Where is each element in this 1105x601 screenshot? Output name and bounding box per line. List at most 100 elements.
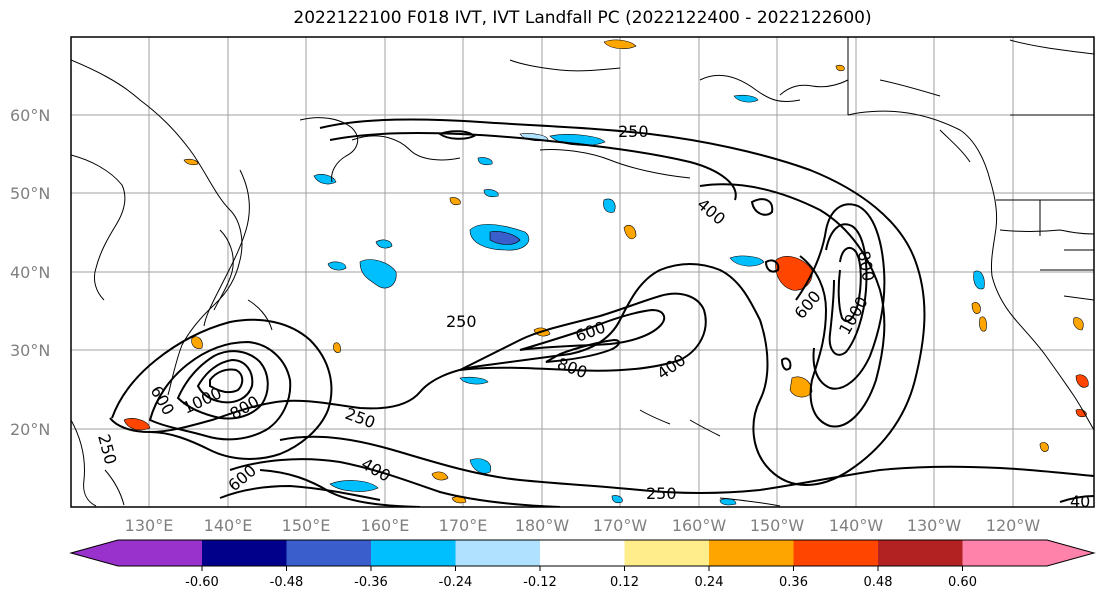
- map-frame: [70, 36, 1095, 508]
- contour-label: 250: [618, 122, 649, 141]
- contour-1000-west: [196, 358, 254, 404]
- colorbar-extend-low: [71, 540, 118, 566]
- positive-patch: [183, 158, 199, 166]
- colorbar-segment: [286, 540, 371, 566]
- negative-patch: [611, 495, 623, 504]
- negative-patch: [375, 239, 393, 249]
- negative-patch: [327, 261, 347, 271]
- lat-tick-label: 30°N: [10, 341, 50, 360]
- contour-400-east: [699, 183, 886, 428]
- positive-patch: [603, 39, 637, 49]
- lon-tick-label: 150°E: [282, 516, 331, 535]
- positive-patch: [333, 342, 341, 353]
- colorbar-tick-label: -0.60: [185, 575, 219, 590]
- contour-250-tropics: [279, 435, 1094, 494]
- contour-1000-east: [837, 246, 862, 323]
- contour-label: 40: [1070, 492, 1090, 511]
- colorbar-segment: [202, 540, 287, 566]
- positive-patch: [431, 471, 449, 481]
- lon-tick-label: 150°W: [750, 516, 805, 535]
- negative-patch: [313, 174, 337, 185]
- negative-patch: [329, 480, 379, 492]
- colorbar-tick-label: -0.48: [270, 575, 304, 590]
- colorbar-tick-label: 0.36: [779, 575, 808, 590]
- colorbar-segment: [624, 540, 709, 566]
- contour-600-southwest: [219, 484, 381, 501]
- lon-tick-label: 170°E: [439, 516, 488, 535]
- lon-tick-label: 140°E: [204, 516, 253, 535]
- colorbar-outline: [69, 539, 1096, 567]
- colorbar-tick-label: -0.36: [354, 575, 388, 590]
- negative-patch: [973, 270, 985, 290]
- lat-tick-label: 40°N: [10, 263, 50, 282]
- contour-600-west: [148, 340, 292, 441]
- negative-patch: [729, 255, 765, 267]
- colorbar-segment: [878, 540, 963, 566]
- contour-600-east: [795, 203, 886, 390]
- negative-patch: [469, 458, 492, 474]
- colorbar-tick-label: -0.24: [439, 575, 473, 590]
- positive-patch: [835, 64, 845, 72]
- contour-800-west: [176, 350, 269, 420]
- positive-patch: [1039, 442, 1049, 452]
- latitude-axis: 20°N 30°N 40°N 50°N 60°N: [10, 106, 50, 439]
- positive-patch: [971, 302, 981, 314]
- lon-tick-label: 180°W: [515, 516, 570, 535]
- positive-patch: [1073, 317, 1084, 331]
- negative-patch: [477, 157, 493, 166]
- colorbar-segment: [962, 540, 1047, 566]
- colorbar-segment: [118, 540, 202, 566]
- positive-patch: [191, 336, 203, 349]
- negative-patch: [483, 189, 499, 198]
- positive-patch: [789, 376, 813, 398]
- lat-tick-label: 60°N: [10, 106, 50, 125]
- lat-tick-label: 20°N: [10, 420, 50, 439]
- lon-tick-label: 130°W: [907, 516, 962, 535]
- contour-800-east: [825, 223, 868, 356]
- contour-small-hole: [764, 259, 780, 273]
- lon-tick-label: 130°E: [125, 516, 174, 535]
- longitude-axis: 130°E 140°E 150°E 160°E 170°E 180°W 170°…: [125, 516, 1041, 535]
- coastlines: [71, 37, 1094, 507]
- contour-400-west: [111, 318, 333, 460]
- colorbar-segment: [455, 540, 540, 566]
- negative-patch: [359, 259, 397, 289]
- lon-tick-label: 160°W: [672, 516, 727, 535]
- colorbar-segment: [709, 540, 794, 566]
- positive-patch: [623, 224, 637, 240]
- contour-250-north: [109, 118, 926, 486]
- contour-label: 250: [646, 484, 677, 503]
- anomaly-patches: [123, 39, 1089, 506]
- contour-40-edge: [1059, 495, 1094, 503]
- colorbar: -0.60 -0.48 -0.36 -0.24 -0.12 0.12 0.24 …: [69, 539, 1096, 590]
- colorbar-tick-label: 0.60: [948, 575, 977, 590]
- colorbar-ticks: [201, 566, 963, 571]
- colorbar-tick-label: 0.48: [864, 575, 893, 590]
- contour-400-south: [229, 458, 561, 507]
- positive-patch: [775, 256, 813, 291]
- contour-250-inner: [329, 132, 737, 201]
- negative-patch: [489, 231, 521, 245]
- contour-label: 250: [446, 312, 477, 331]
- colorbar-extend-high: [1047, 540, 1094, 566]
- negative-patch: [733, 94, 759, 103]
- colorbar-segment: [540, 540, 625, 566]
- contour-1000-inner: [209, 368, 244, 394]
- positive-patch: [1075, 374, 1089, 388]
- negative-patch: [603, 198, 616, 213]
- colorbar-segment: [371, 540, 456, 566]
- lon-tick-label: 160°E: [361, 516, 410, 535]
- map-title: 2022122100 F018 IVT, IVT Landfall PC (20…: [293, 8, 872, 28]
- positive-patch: [979, 316, 987, 332]
- lon-tick-label: 120°W: [986, 516, 1041, 535]
- lon-tick-label: 170°W: [593, 516, 648, 535]
- negative-patch: [459, 376, 489, 385]
- lon-tick-label: 140°W: [829, 516, 884, 535]
- colorbar-segment: [793, 540, 878, 566]
- contour-250-bottom: [259, 469, 421, 507]
- positive-patch: [123, 418, 151, 431]
- lat-tick-label: 50°N: [10, 184, 50, 203]
- colorbar-tick-label: -0.12: [523, 575, 557, 590]
- contour-small-north: [437, 130, 476, 140]
